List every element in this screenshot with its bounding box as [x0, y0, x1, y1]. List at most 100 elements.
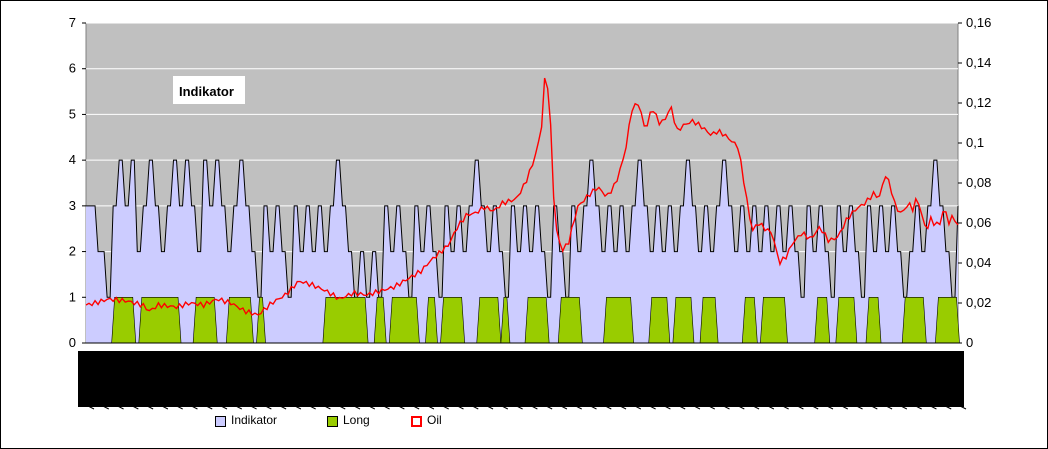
x-tick-label-fragment — [174, 404, 183, 410]
x-tick-label-fragment — [144, 404, 154, 410]
x-tick-label-fragment — [337, 404, 346, 410]
series-indikator-line — [86, 159, 959, 298]
y-left-tick-label: 5 — [69, 106, 76, 121]
chart-title: Indikator — [179, 84, 234, 99]
x-tick-label-fragment — [543, 404, 553, 410]
x-tick-label-fragment — [869, 404, 878, 410]
series-long-block-0 — [111, 296, 137, 344]
x-tick-label-fragment — [381, 404, 390, 410]
series-oil-line — [85, 77, 959, 316]
x-tick-label-fragment — [854, 404, 863, 410]
legend-swatch-long — [327, 416, 338, 427]
x-tick-label-fragment — [218, 404, 228, 410]
x-tick-label-fragment — [455, 404, 464, 410]
x-tick-label-fragment — [410, 404, 420, 410]
series-long-block-7 — [388, 296, 420, 344]
x-tick-label-band — [78, 351, 964, 407]
series-indikator-area — [86, 160, 958, 343]
series-long-block-21 — [835, 296, 858, 344]
series-long-block-15 — [648, 296, 671, 344]
x-tick-label-fragment — [85, 404, 95, 410]
series-long-block-19 — [760, 296, 788, 344]
y-left-tick-label: 6 — [69, 61, 76, 76]
x-tick-label-fragment — [351, 404, 361, 410]
x-tick-label-fragment — [248, 404, 257, 410]
x-tick-label-fragment — [898, 404, 908, 410]
x-tick-label-fragment — [662, 404, 671, 410]
x-tick-label-fragment — [706, 404, 715, 410]
x-tick-label-fragment — [942, 404, 952, 410]
x-tick-label-fragment — [721, 404, 730, 410]
x-tick-label-fragment — [322, 404, 331, 410]
y-left-tick-label: 3 — [69, 198, 76, 213]
x-tick-label-fragment — [913, 404, 922, 410]
x-tick-label-fragment — [307, 404, 316, 410]
x-tick-label-fragment — [750, 404, 760, 410]
x-tick-label-fragment — [632, 404, 642, 410]
x-tick-label-fragment — [159, 404, 169, 410]
x-tick-label-fragment — [839, 404, 848, 410]
x-tick-label-fragment — [883, 404, 893, 410]
y-right-tick-label: 0,14 — [966, 55, 991, 70]
x-tick-label-fragment — [928, 404, 937, 410]
y-right-tick-label: 0,08 — [966, 175, 991, 190]
series-long-block-10 — [476, 296, 502, 344]
y-right-tick-label: 0,16 — [966, 15, 991, 30]
x-tick-label-fragment — [588, 404, 597, 410]
y-left-tick-label: 4 — [69, 152, 76, 167]
x-tick-label-fragment — [425, 404, 435, 410]
series-long-block-5 — [322, 296, 369, 344]
y-left-tick-label: 2 — [69, 244, 76, 259]
chart-title-box — [173, 76, 245, 104]
x-tick-label-fragment — [809, 404, 819, 410]
x-tick-label-fragment — [603, 404, 612, 410]
y-right-tick-label: 0,04 — [966, 255, 991, 270]
x-tick-label-fragment — [115, 404, 124, 410]
x-tick-label-fragment — [499, 404, 509, 410]
series-long-block-14 — [603, 296, 634, 344]
x-tick-label-fragment — [440, 404, 449, 410]
x-tick-label-fragment — [765, 404, 775, 410]
x-tick-label-fragment — [204, 404, 213, 410]
series-long-block-20 — [814, 296, 831, 344]
x-tick-label-fragment — [366, 404, 376, 410]
x-tick-label-fragment — [130, 404, 139, 410]
x-tick-label-fragment — [396, 404, 405, 410]
legend-label-oil: Oil — [427, 413, 442, 427]
y-left-tick-label: 1 — [69, 289, 76, 304]
series-long-block-24 — [935, 296, 960, 344]
y-right-tick-label: 0 — [966, 335, 973, 350]
series-long-block-18 — [741, 296, 758, 344]
y-right-tick-label: 0,12 — [966, 95, 991, 110]
x-tick-label-fragment — [233, 404, 243, 410]
series-long-block-13 — [557, 296, 583, 344]
x-tick-label-fragment — [647, 404, 656, 410]
legend-swatch-indikator — [215, 416, 226, 427]
x-tick-label-fragment — [676, 404, 686, 410]
x-tick-label-fragment — [100, 404, 110, 410]
x-tick-label-fragment — [484, 404, 494, 410]
x-tick-label-fragment — [573, 404, 582, 410]
x-tick-label-fragment — [957, 404, 967, 410]
x-tick-label-fragment — [736, 404, 745, 410]
x-tick-label-fragment — [189, 404, 198, 410]
y-right-tick-label: 0,02 — [966, 295, 991, 310]
series-long-block-16 — [672, 296, 695, 344]
legend-label-long: Long — [343, 413, 370, 427]
x-tick-label-fragment — [617, 404, 627, 410]
x-tick-label-fragment — [529, 404, 538, 410]
x-tick-label-fragment — [514, 404, 523, 410]
x-tick-label-fragment — [263, 404, 272, 410]
series-long-block-22 — [865, 296, 882, 344]
y-right-tick-label: 0,06 — [966, 215, 991, 230]
legend-label-indikator: Indikator — [231, 413, 278, 427]
x-tick-label-fragment — [795, 404, 804, 410]
x-tick-label-fragment — [277, 404, 287, 410]
series-long-block-23 — [901, 296, 927, 344]
series-long-block-12 — [524, 296, 550, 344]
y-right-tick-label: 0,1 — [966, 135, 984, 150]
series-long-block-17 — [699, 296, 719, 344]
x-tick-label-fragment — [292, 404, 302, 410]
